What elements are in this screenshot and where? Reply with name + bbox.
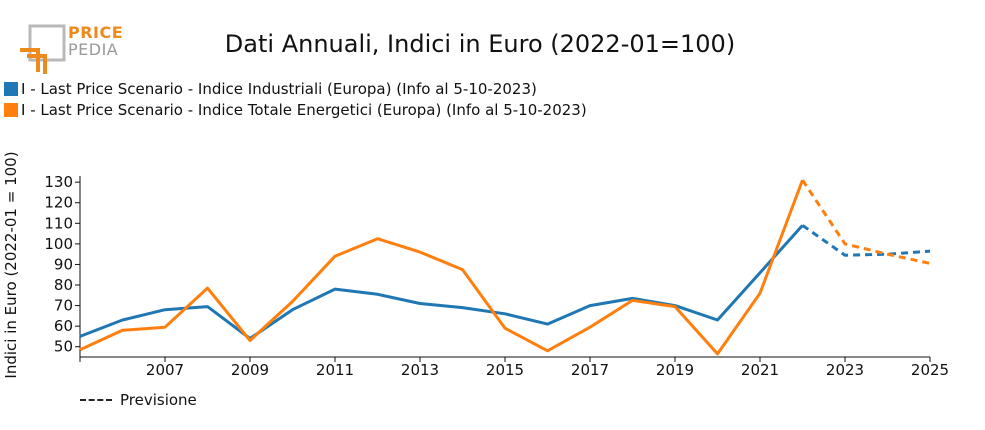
x-tick-label: 2015 bbox=[486, 361, 524, 379]
y-tick-label: 70 bbox=[54, 297, 73, 315]
x-tick-label: 2009 bbox=[231, 361, 269, 379]
legend-label-energetici: I - Last Price Scenario - Indice Totale … bbox=[21, 100, 587, 119]
series-forecast-line-1 bbox=[801, 179, 931, 265]
logo-mark-icon bbox=[20, 24, 66, 74]
chart-title: Dati Annuali, Indici in Euro (2022-01=10… bbox=[224, 30, 736, 58]
series-forecast-line-0 bbox=[801, 224, 931, 257]
y-tick-label: 90 bbox=[54, 255, 73, 273]
logo-text-pedia: PEDIA bbox=[68, 40, 119, 59]
forecast-dash-sample bbox=[80, 399, 112, 401]
legend-swatch-energetici bbox=[4, 102, 18, 117]
x-tick-label: 2011 bbox=[316, 361, 354, 379]
chart-legend: I - Last Price Scenario - Indice Industr… bbox=[4, 78, 587, 120]
series-line-1 bbox=[79, 179, 804, 356]
legend-item-energetici[interactable]: I - Last Price Scenario - Indice Totale … bbox=[4, 99, 587, 120]
forecast-note-label: Previsione bbox=[120, 391, 197, 409]
y-tick-label: 130 bbox=[44, 173, 73, 191]
legend-item-industriali[interactable]: I - Last Price Scenario - Indice Industr… bbox=[4, 78, 587, 99]
y-tick-label: 100 bbox=[44, 235, 73, 253]
x-tick-label: 2007 bbox=[146, 361, 184, 379]
x-tick-label: 2013 bbox=[401, 361, 439, 379]
x-tick-label: 2021 bbox=[741, 361, 779, 379]
x-tick-label: 2025 bbox=[911, 361, 949, 379]
y-tick-label: 80 bbox=[54, 276, 73, 294]
legend-swatch-industriali bbox=[4, 81, 18, 96]
pricepedia-logo: PRICE PEDIA bbox=[18, 22, 128, 74]
logo-text-price: PRICE bbox=[68, 23, 124, 42]
series-line-0 bbox=[79, 224, 804, 340]
y-tick-label: 120 bbox=[44, 194, 73, 212]
forecast-note: Previsione bbox=[80, 391, 197, 409]
x-tick-label: 2019 bbox=[656, 361, 694, 379]
x-tick-label: 2017 bbox=[571, 361, 609, 379]
legend-label-industriali: I - Last Price Scenario - Indice Industr… bbox=[21, 79, 537, 98]
y-tick-label: 110 bbox=[44, 214, 73, 232]
x-tick-label: 2023 bbox=[826, 361, 864, 379]
y-tick-label: 50 bbox=[54, 338, 73, 356]
y-tick-label: 60 bbox=[54, 317, 73, 335]
